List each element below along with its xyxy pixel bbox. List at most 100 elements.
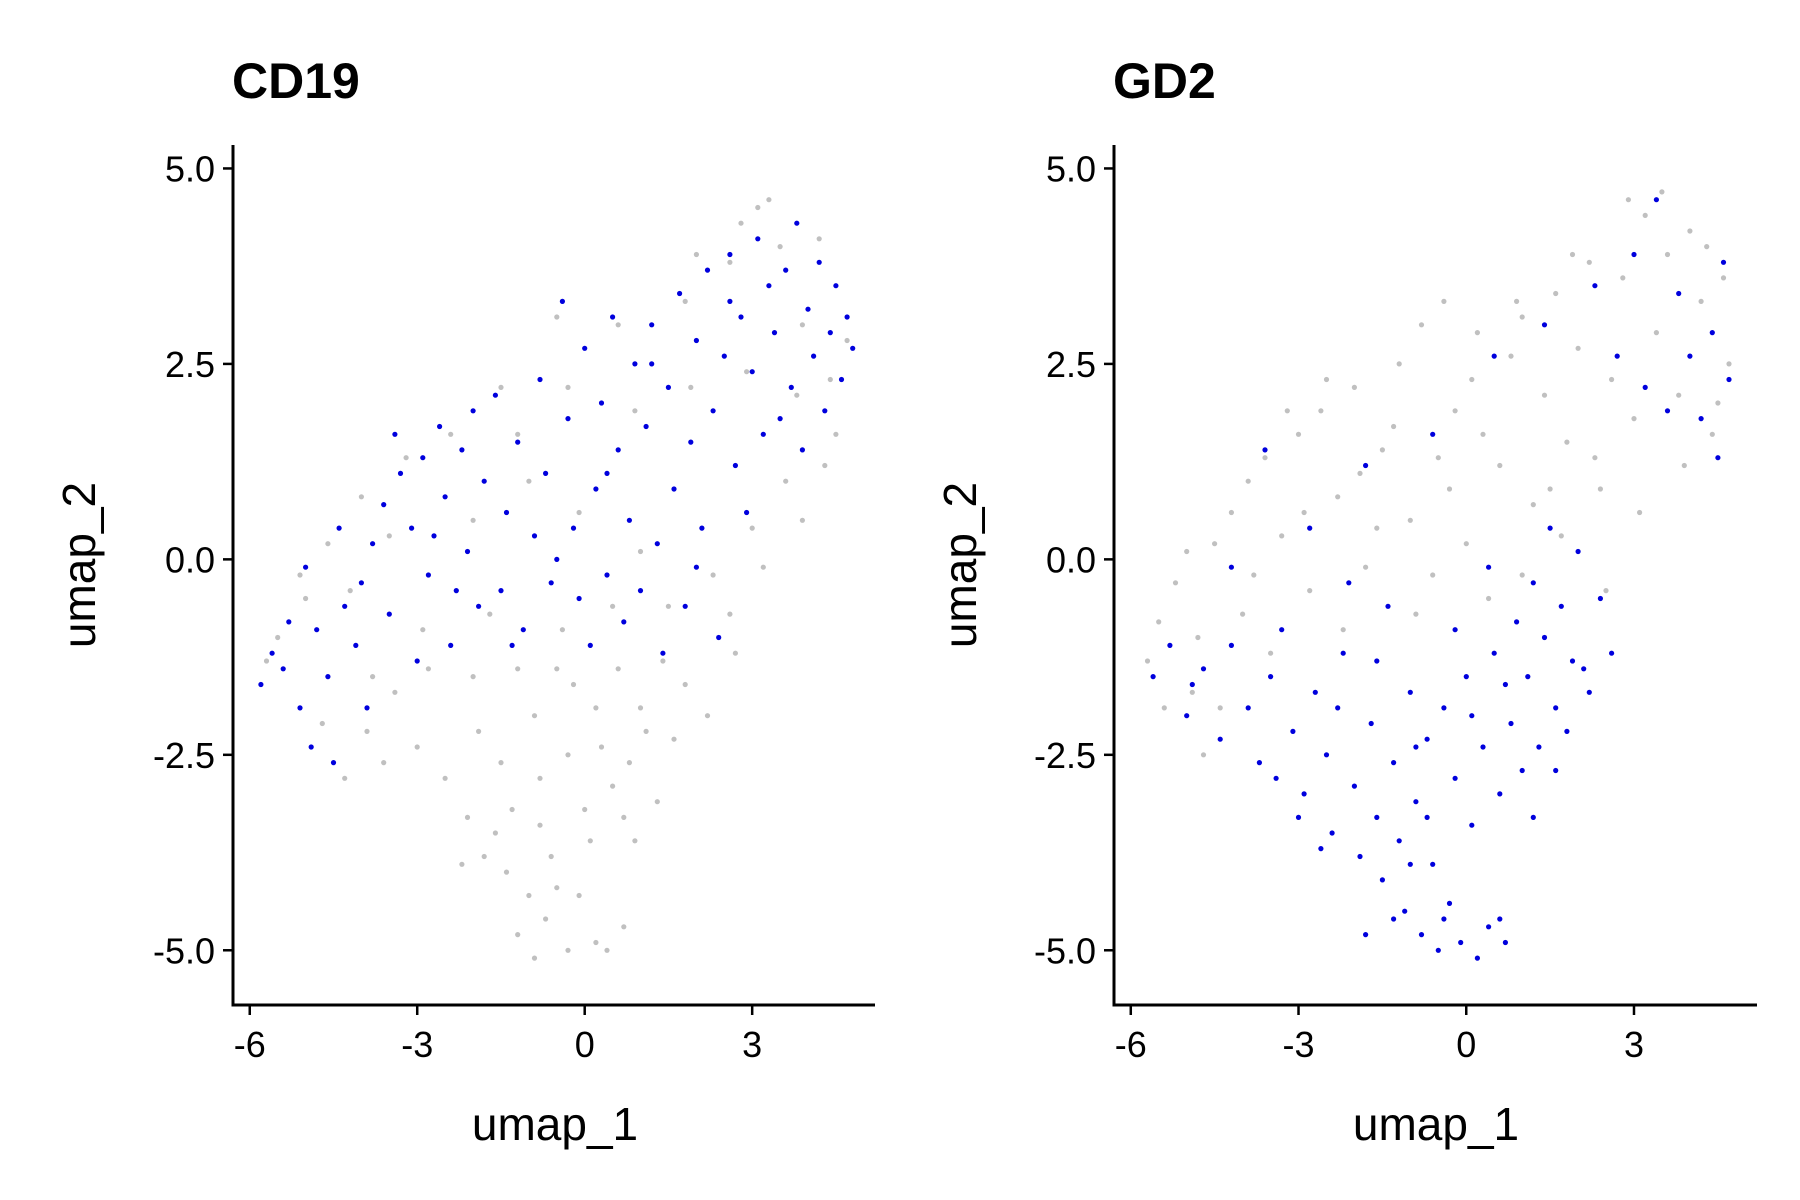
gd2-point — [1514, 619, 1520, 625]
cd19-point — [744, 509, 750, 516]
cd19-point — [766, 283, 772, 289]
cd19-point — [548, 853, 554, 860]
gd2-point — [1614, 353, 1620, 359]
gd2-point — [1541, 634, 1548, 641]
cd19-point — [593, 705, 599, 711]
gd2-point — [1217, 705, 1223, 711]
gd2-point — [1240, 611, 1246, 617]
cd19-point — [626, 760, 633, 766]
cd19-point — [582, 806, 588, 813]
gd2-point — [1279, 627, 1285, 633]
gd2-point — [1435, 947, 1441, 953]
gd2-point — [1530, 814, 1536, 821]
cd19-point — [526, 892, 532, 899]
cd19-point — [637, 705, 644, 711]
gd2-point — [1200, 752, 1207, 758]
cd19-point — [559, 627, 566, 633]
cd19-point — [688, 439, 694, 445]
cd19-point — [576, 892, 582, 899]
gd2-point — [1564, 728, 1570, 735]
cd19-point — [576, 509, 582, 516]
gd2-point — [1284, 408, 1290, 414]
gd2-point — [1452, 627, 1458, 633]
cd19-point — [559, 298, 566, 304]
gd2-point — [1228, 642, 1234, 649]
gd2-point — [1569, 251, 1576, 258]
gd2-point — [1295, 814, 1302, 821]
cd19-x-tick-label: -6 — [234, 1024, 266, 1065]
cd19-point — [386, 611, 392, 617]
gd2-point — [1564, 439, 1570, 445]
cd19-point — [844, 314, 850, 320]
cd19-point — [537, 376, 543, 383]
cd19-point — [280, 666, 286, 672]
gd2-point — [1659, 189, 1665, 195]
gd2-point — [1424, 814, 1430, 821]
cd19-point — [587, 642, 593, 649]
gd2-point — [1452, 775, 1458, 781]
cd19-panel-title: CD19 — [232, 53, 360, 109]
gd2-point — [1631, 251, 1637, 258]
cd19-point — [392, 689, 398, 695]
gd2-point — [1575, 548, 1581, 555]
gd2-panel-title: GD2 — [1113, 53, 1216, 109]
gd2-point — [1664, 408, 1671, 414]
cd19-point — [476, 603, 482, 609]
cd19-point — [437, 423, 443, 430]
cd19-point — [269, 650, 275, 656]
cd19-point — [632, 838, 638, 844]
cd19-point — [554, 556, 560, 563]
cd19-panel: CD19 -6 -3 0 3 -5.0 -2.5 0.0 2.5 5.0 umap_1 umap… — [53, 53, 875, 1150]
cd19-point — [509, 642, 515, 649]
gd2-point — [1592, 283, 1598, 289]
gd2-point — [1430, 431, 1436, 437]
gd2-point — [1363, 932, 1369, 938]
cd19-point — [314, 627, 320, 633]
cd19-point — [576, 595, 582, 602]
cd19-point — [749, 369, 755, 375]
gd2-point — [1329, 830, 1335, 836]
gd2-point — [1514, 298, 1520, 304]
gd2-point — [1497, 916, 1503, 922]
cd19-point — [598, 400, 605, 406]
gd2-point — [1480, 431, 1486, 437]
cd19-point — [799, 517, 806, 523]
gd2-point — [1491, 650, 1497, 656]
gd2-point — [1597, 595, 1603, 602]
gd2-point — [1228, 509, 1234, 516]
gd2-points — [1144, 189, 1732, 961]
gd2-point — [1245, 478, 1251, 484]
gd2-point — [1357, 853, 1363, 860]
cd19-point — [749, 525, 755, 531]
gd2-point — [1631, 416, 1637, 422]
cd19-point — [593, 939, 599, 946]
cd19-point — [498, 588, 504, 594]
cd19-point — [303, 595, 309, 602]
gd2-point — [1653, 330, 1659, 336]
cd19-point — [459, 861, 465, 867]
gd2-point — [1508, 720, 1514, 727]
cd19-point — [649, 322, 655, 328]
gd2-point — [1637, 509, 1643, 516]
cd19-point — [621, 814, 627, 821]
cd19-point — [370, 674, 376, 680]
cd19-point — [481, 853, 487, 860]
cd19-point — [548, 580, 554, 586]
gd2-point — [1709, 330, 1715, 336]
gd2-point — [1290, 728, 1296, 735]
gd2-point — [1586, 689, 1592, 695]
gd2-y-tick-label: 5.0 — [1046, 148, 1096, 189]
cd19-point — [660, 650, 666, 656]
cd19-point — [643, 728, 649, 735]
gd2-point — [1642, 212, 1648, 218]
gd2-point — [1458, 939, 1464, 946]
cd19-point — [816, 236, 822, 242]
gd2-point — [1463, 541, 1469, 547]
gd2-point — [1167, 642, 1173, 649]
gd2-point — [1368, 720, 1374, 727]
gd2-point — [1553, 290, 1559, 297]
cd19-point — [693, 337, 700, 344]
cd19-point — [727, 259, 733, 265]
cd19-point — [325, 674, 331, 680]
